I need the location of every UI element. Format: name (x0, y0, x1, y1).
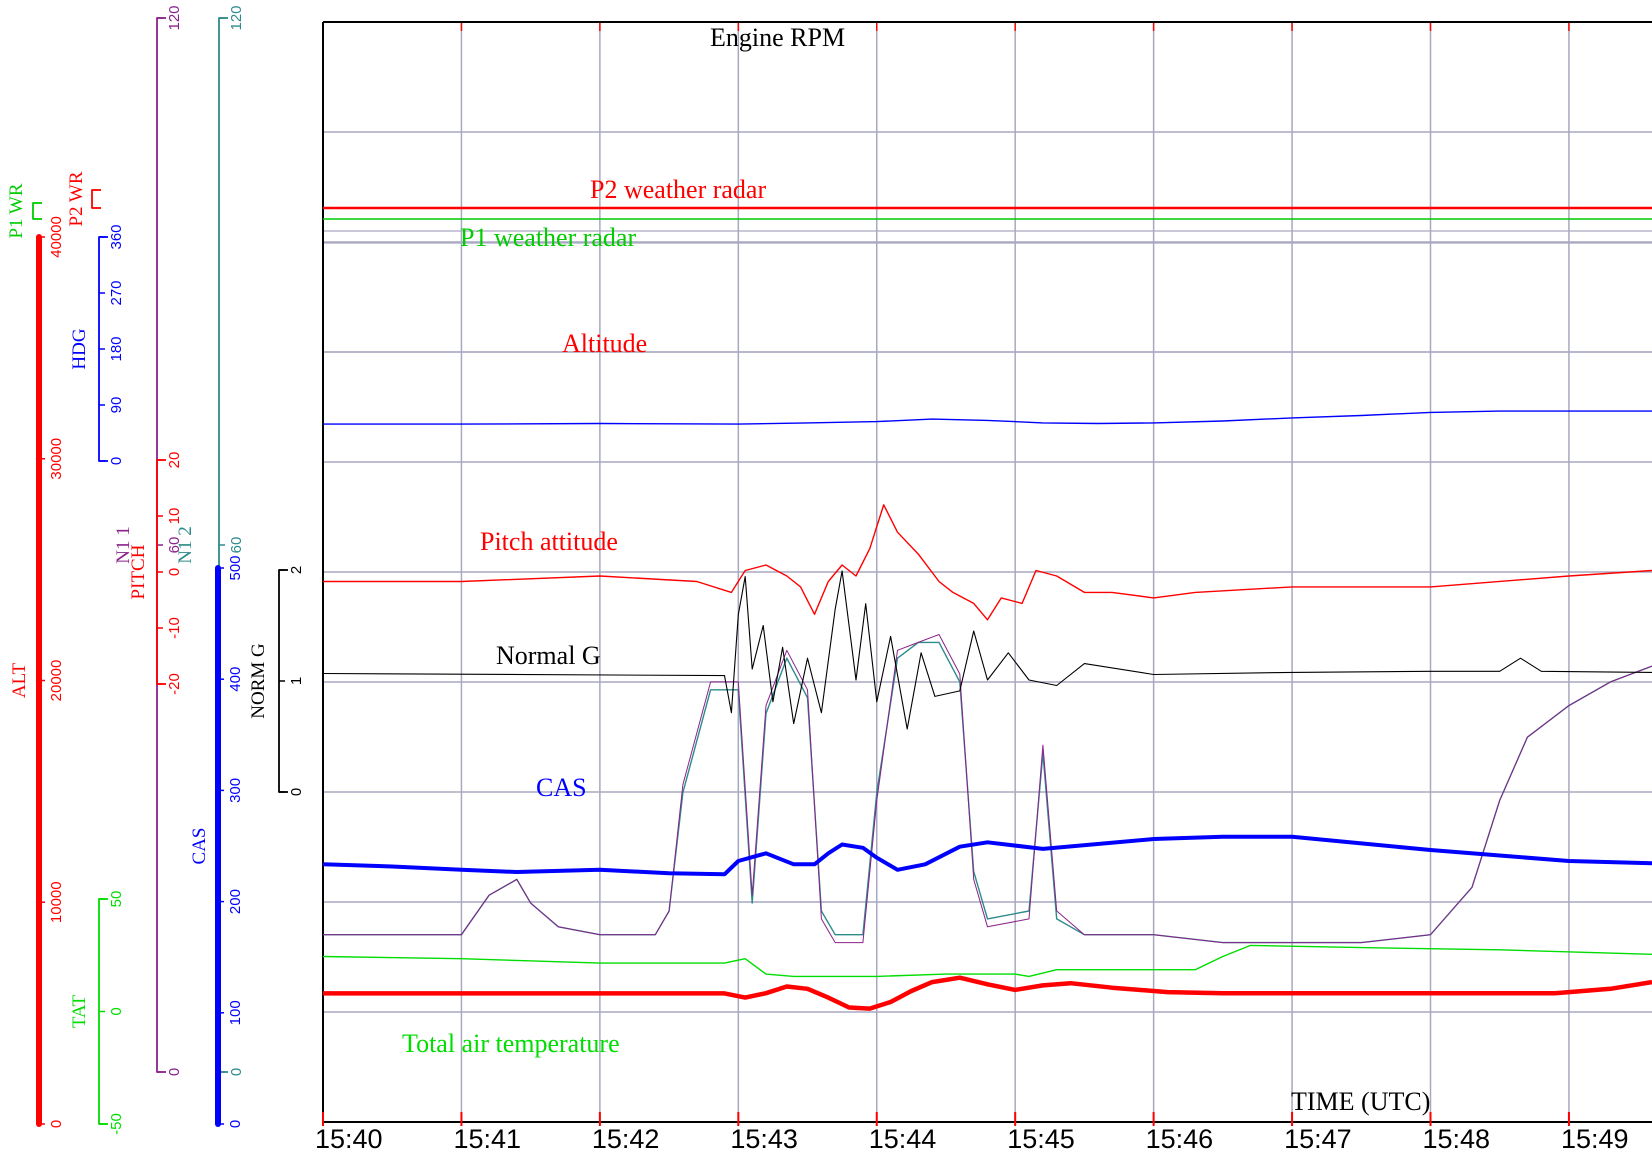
n12-axis-tick-label: 120 (228, 5, 245, 30)
normg-axis-tick-label: 0 (288, 788, 305, 796)
tat-axis-tick-label: 0 (108, 1007, 125, 1015)
normg-axis-tick-label: 2 (288, 566, 305, 574)
n12-axis: 0 60 120 N1 2 (175, 5, 245, 1076)
cas-axis: 0 100 200 300 400 500 CAS (189, 555, 244, 1128)
normg-axis-label: NORM G (248, 643, 269, 719)
cas-axis-tick-label: 500 (227, 555, 244, 580)
n11-axis-tick-label: 60 (166, 537, 183, 554)
tat-axis-tick-label: 50 (108, 891, 125, 908)
x-tick-label: 15:40 (315, 1124, 383, 1152)
normg-series (322, 570, 1652, 730)
hdg-line (323, 410, 1652, 425)
alt-axis-tick-label: 10000 (48, 881, 65, 923)
p2wr-axis: P2 WR (66, 171, 101, 227)
alt-series-label: Altitude (562, 329, 647, 358)
cas-axis-tick-label: 0 (227, 1120, 244, 1128)
pitch-line (323, 504, 1652, 621)
n12-axis-label: N1 2 (175, 526, 196, 563)
pitch-axis-tick-label: 20 (166, 452, 183, 469)
n11-series (323, 634, 1652, 944)
alt-axis-tick-label: 0 (48, 1120, 65, 1128)
cas-axis-tick-label: 200 (227, 889, 244, 914)
n12-axis-tick-label: 60 (228, 537, 245, 554)
pitch-axis: -20 -10 0 10 20 PITCH (128, 452, 183, 695)
alt-axis-tick-label: 40000 (48, 216, 65, 258)
p1wr-series-label: P1 weather radar (460, 223, 636, 252)
n11-axis-tick-label: 120 (166, 5, 183, 30)
alt-axis-tick-label: 30000 (48, 438, 65, 480)
hdg-axis-tick-label: 360 (108, 224, 125, 249)
pitch-axis-tick-label: 0 (166, 568, 183, 576)
cas-axis-tick-label: 100 (227, 1000, 244, 1025)
x-tick-label: 15:44 (869, 1124, 937, 1152)
x-axis-label: TIME (UTC) (1291, 1087, 1430, 1116)
n12-series-label: Engine RPM (710, 23, 845, 52)
x-tick-label: 15:45 (1007, 1124, 1075, 1152)
alt-line (323, 975, 1652, 1011)
alt-axis: 0 10000 20000 30000 40000 ALT (9, 216, 65, 1128)
tat-series-label: Total air temperature (402, 1029, 620, 1058)
hdg-axis-tick-label: 90 (108, 397, 125, 414)
normg-axis: 0 1 2 NORM G (248, 566, 305, 796)
cas-axis-tick-label: 300 (227, 778, 244, 803)
p1wr-axis-label: P1 WR (6, 183, 27, 238)
n11-axis-tick-label: 0 (166, 1068, 183, 1076)
plot-grid (322, 21, 1652, 1123)
pitch-axis-label: PITCH (128, 544, 149, 599)
hdg-axis-label: HDG (69, 328, 90, 369)
normg-line (322, 570, 1652, 730)
p1wr-axis: P1 WR (6, 183, 42, 239)
alt-axis-label: ALT (9, 663, 30, 699)
x-tick-label: 15:48 (1423, 1124, 1491, 1152)
x-tick-label: 15:47 (1284, 1124, 1352, 1152)
x-tick-label: 15:41 (453, 1124, 521, 1152)
n12-axis-tick-label: 0 (228, 1068, 245, 1076)
p2wr-series-label: P2 weather radar (590, 175, 766, 204)
x-tick-label: 15:43 (730, 1124, 798, 1152)
cas-axis-label: CAS (189, 828, 210, 865)
x-tick-label: 15:42 (592, 1124, 660, 1152)
x-tick-label: 15:46 (1146, 1124, 1214, 1152)
n11-axis: 0 60 120 N1 1 (113, 5, 183, 1076)
pitch-axis-tick-label: 10 (166, 508, 183, 525)
n11-axis-label: N1 1 (113, 526, 134, 563)
tat-axis-tick-label: -50 (108, 1113, 125, 1135)
hdg-axis-tick-label: 270 (108, 280, 125, 305)
series-lines (322, 206, 1652, 1011)
normg-series-label: Normal G (496, 641, 601, 670)
pitch-axis-tick-label: -20 (166, 673, 183, 695)
series-labels: Engine RPM P2 weather radar P1 weather rad… (402, 23, 845, 1058)
cas-series-label: CAS (536, 773, 587, 802)
hdg-axis: 0 90 180 270 360 HDG (69, 224, 125, 465)
tat-axis-label: TAT (69, 994, 90, 1028)
x-tick-label: 15:49 (1561, 1124, 1629, 1152)
tat-line (322, 944, 1652, 978)
tat-series (322, 944, 1652, 978)
n11-line (323, 634, 1652, 944)
hdg-series (323, 410, 1652, 425)
alt-series (323, 975, 1652, 1011)
cas-series (322, 834, 1652, 877)
cas-axis-tick-label: 400 (227, 667, 244, 692)
tat-axis: -50 0 50 TAT (69, 891, 125, 1135)
normg-axis-tick-label: 1 (288, 677, 305, 685)
alt-axis-tick-label: 20000 (48, 660, 65, 702)
pitch-series (323, 504, 1652, 621)
pitch-series-label: Pitch attitude (480, 527, 618, 556)
cas-line (322, 834, 1652, 877)
hdg-axis-tick-label: 180 (108, 336, 125, 361)
p2wr-axis-label: P2 WR (66, 171, 87, 226)
hdg-axis-tick-label: 0 (108, 457, 125, 465)
pitch-axis-tick-label: -10 (166, 617, 183, 639)
time-axis: 15:40 15:41 15:42 15:43 15:44 15:45 15:46 15:47… (315, 1112, 1629, 1152)
